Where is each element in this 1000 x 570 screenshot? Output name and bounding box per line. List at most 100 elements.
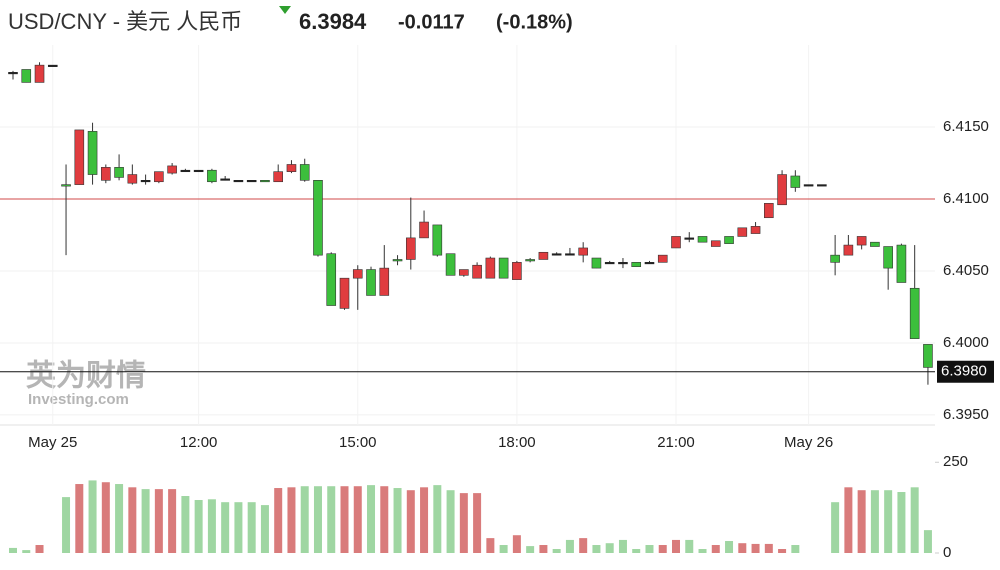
volume-bar (870, 490, 879, 553)
candle-body (459, 269, 469, 276)
candle-body (817, 184, 827, 187)
candle-body (445, 253, 456, 276)
candle-body (883, 246, 893, 269)
candle-body (193, 169, 204, 173)
volume-bar (778, 549, 787, 553)
candle-body (644, 262, 655, 265)
y-tick-label: 250 (943, 453, 968, 470)
candle-body (512, 262, 522, 280)
candle-body (657, 254, 668, 263)
volume-bar (22, 550, 31, 553)
y-tick-label: 6.4150 (943, 118, 989, 135)
volume-bar (645, 545, 654, 553)
y-tick-label: 0 (943, 544, 951, 561)
x-tick-label: May 26 (784, 434, 833, 451)
candle-body (432, 224, 443, 256)
candle-body (777, 174, 787, 206)
volume-bar (711, 545, 720, 553)
volume-bar (353, 486, 362, 553)
candle-body (366, 269, 376, 296)
candle-body (896, 244, 907, 283)
change: -0.0117 (398, 11, 465, 33)
x-tick-label: 21:00 (657, 434, 695, 451)
last-price-label: 6.3980 (941, 363, 987, 380)
y-tick-label: 6.4000 (943, 334, 989, 351)
volume-bar (473, 493, 482, 553)
volume-bar (764, 543, 773, 553)
candle-body (472, 264, 482, 279)
candle-body (167, 165, 177, 174)
candle-body (392, 259, 403, 262)
volume-bar (287, 487, 296, 553)
volume-bar (128, 487, 137, 553)
volume-bar (101, 482, 110, 553)
volume-bar (380, 486, 389, 553)
candle-body (127, 174, 138, 184)
x-tick-label: 15:00 (339, 434, 377, 451)
candle-body (750, 226, 761, 234)
volume-bar (672, 539, 680, 553)
volume-bar (88, 480, 97, 553)
volume-bar (486, 538, 495, 553)
y-tick-label: 6.3950 (943, 406, 989, 423)
volume-bar (844, 487, 853, 553)
volume-bar (327, 486, 336, 553)
volume-bar (923, 530, 932, 553)
volume-bar (75, 484, 84, 553)
candle-body (565, 253, 575, 256)
candle-body (339, 277, 350, 309)
volume-bar (221, 502, 230, 553)
candle-body (154, 171, 164, 183)
volume-bar (300, 486, 309, 553)
candle-body (34, 64, 45, 83)
volume-bar (552, 549, 561, 553)
x-tick-label: 18:00 (498, 434, 536, 451)
candle-body (313, 180, 323, 256)
candle-body (273, 171, 284, 183)
volume-bar (35, 545, 44, 553)
candle-body (180, 169, 191, 173)
candle-body (246, 180, 257, 183)
candle-body (909, 287, 920, 339)
volume-bar (579, 538, 588, 553)
volume-bar (685, 539, 694, 553)
volume-bar (459, 493, 468, 553)
candle-body (498, 257, 509, 279)
candle-body (764, 203, 774, 219)
change-percent: (-0.18%) (496, 11, 573, 33)
candle-body (286, 164, 297, 172)
candle-body (207, 169, 217, 183)
volume-bar (260, 505, 269, 553)
candle-body (578, 247, 588, 256)
volume-bar (9, 547, 17, 553)
volume-bar (751, 543, 760, 553)
candle-body (551, 253, 562, 256)
volume-bar (791, 545, 800, 553)
volume-bar (207, 499, 216, 553)
candle-body (47, 64, 58, 67)
volume-bar (234, 502, 243, 553)
x-tick-label: 12:00 (180, 434, 218, 451)
candle-body (724, 236, 734, 244)
candle-body (631, 262, 642, 267)
volume-bar (539, 545, 548, 553)
volume-bar (592, 545, 601, 553)
candle-body (870, 241, 880, 247)
candle-body (419, 221, 429, 239)
down-arrow (279, 6, 291, 14)
volume-bar (62, 497, 71, 553)
volume-bar (857, 490, 866, 553)
volume-bar (884, 490, 893, 553)
volume-bar (420, 487, 429, 553)
candle-body (405, 237, 416, 260)
candle-body (61, 184, 71, 187)
candle-body (233, 180, 244, 183)
candle-body (923, 344, 933, 368)
volume-bar (910, 487, 919, 553)
volume-bar (446, 490, 455, 553)
price: 6.3984 (299, 9, 367, 34)
volume-bar (512, 535, 521, 553)
last-price-box (937, 360, 994, 383)
volume-bar (340, 486, 349, 553)
volume-bar (247, 502, 256, 553)
